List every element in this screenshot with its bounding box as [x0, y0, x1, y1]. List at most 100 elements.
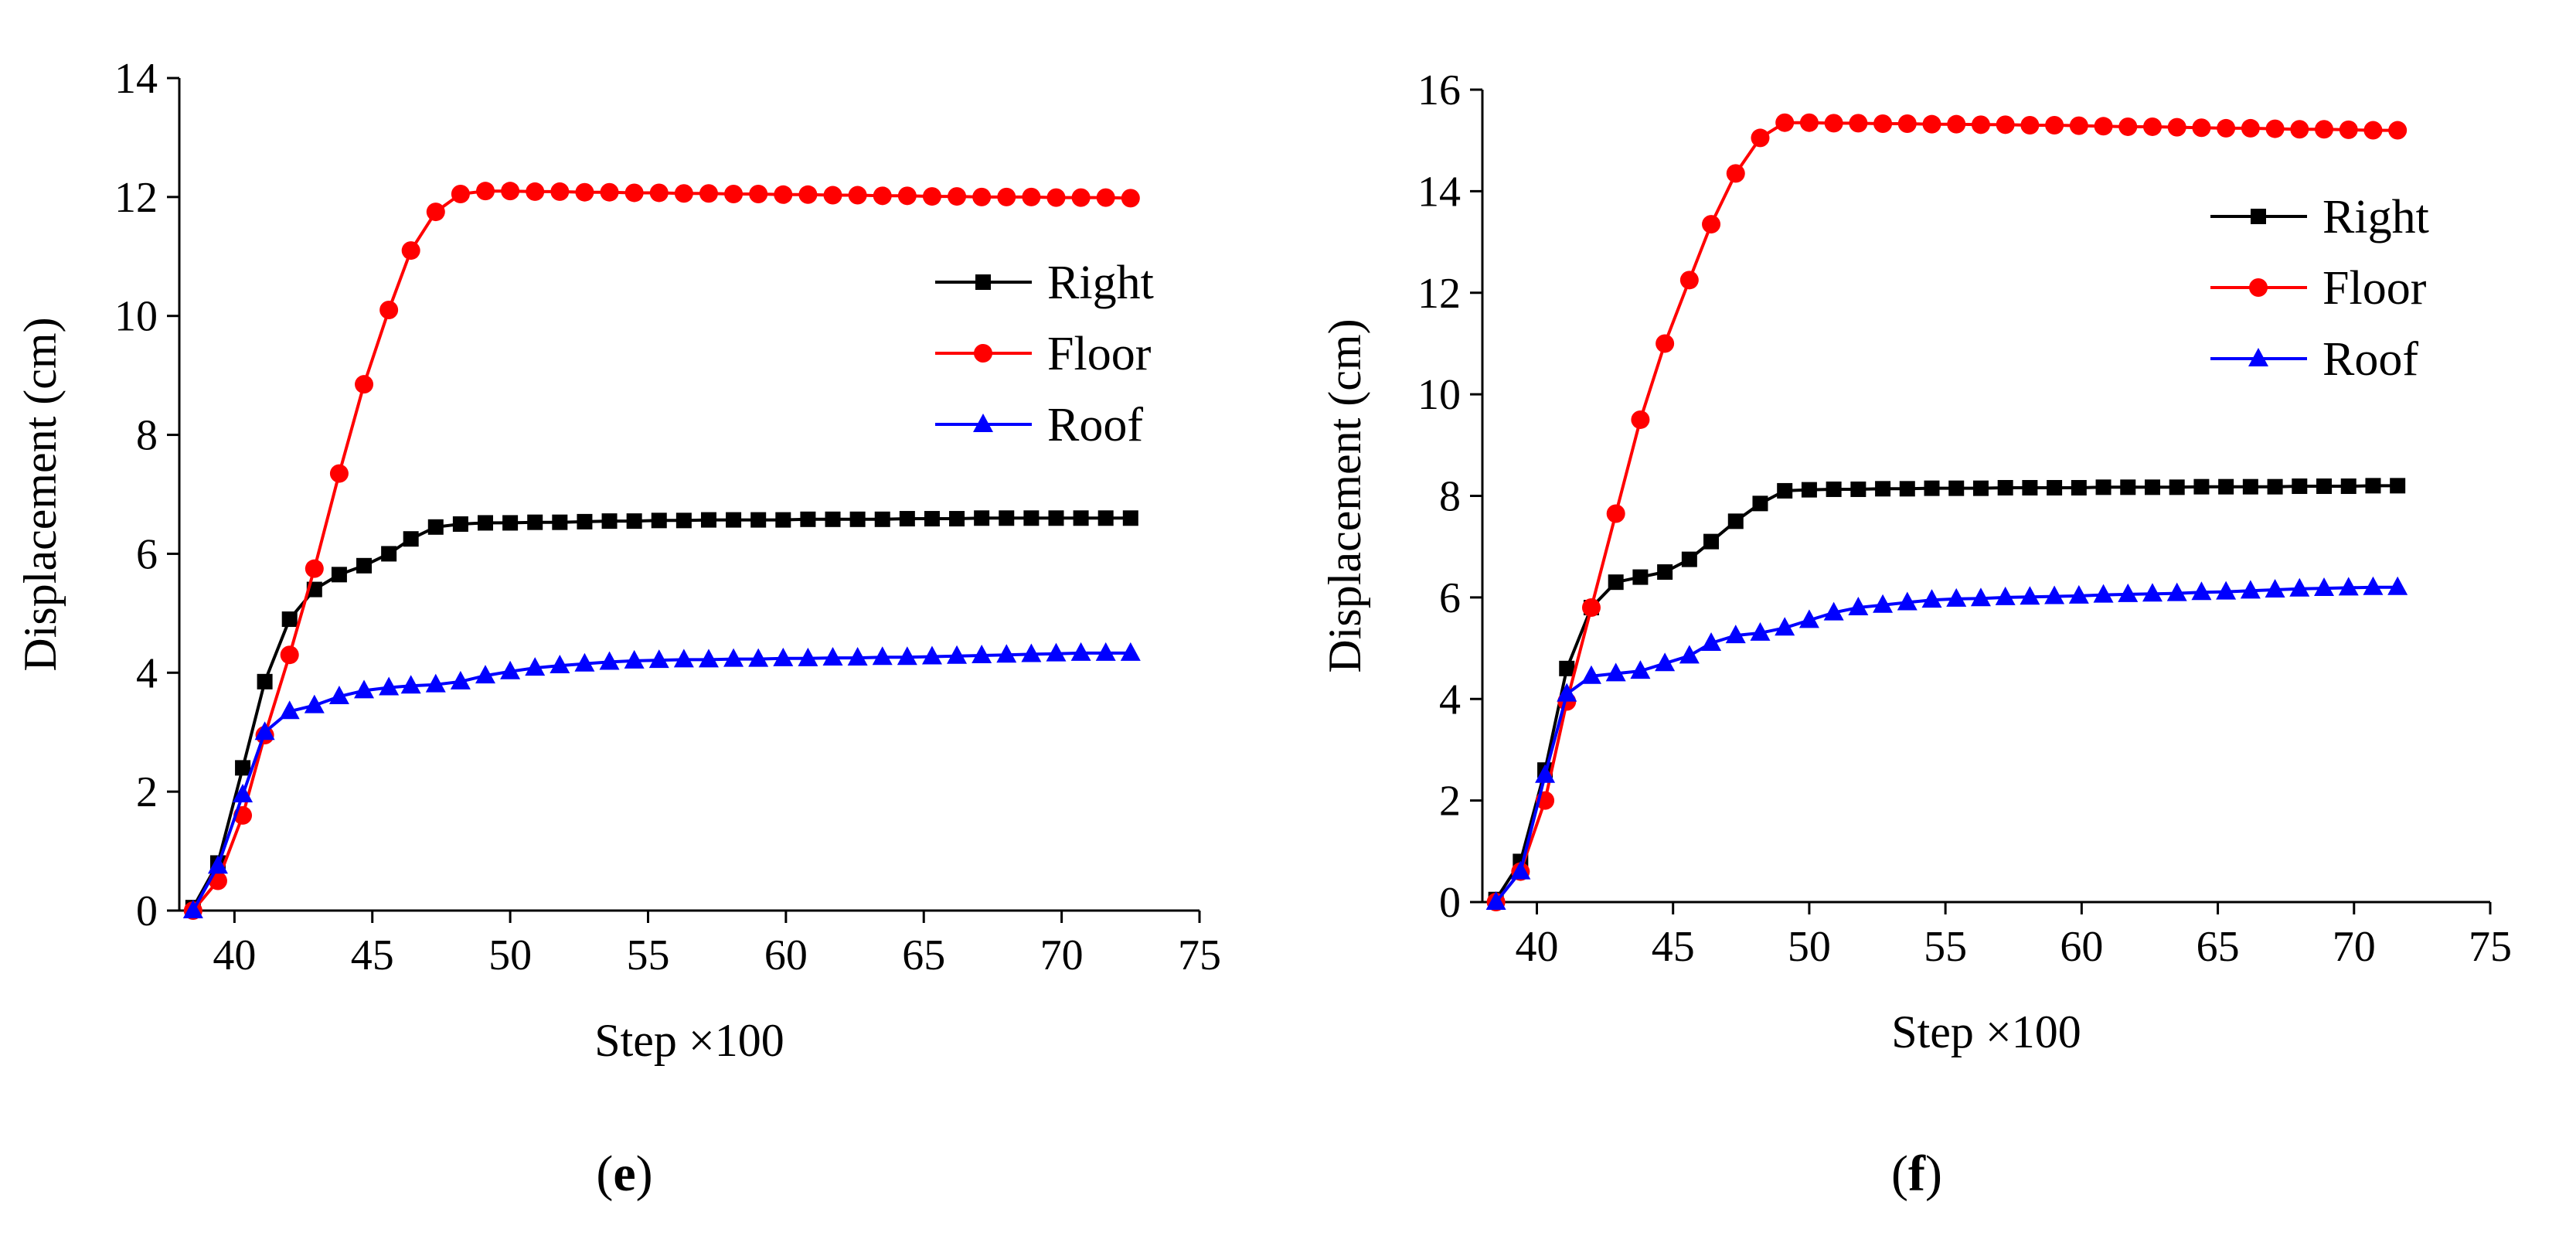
data-point	[1121, 189, 1140, 208]
data-point	[329, 464, 349, 483]
data-point	[1921, 589, 1942, 608]
x-tick-label: 45	[351, 931, 394, 979]
data-point	[1681, 551, 1697, 567]
data-point	[1122, 510, 1138, 526]
data-point	[2118, 583, 2139, 602]
data-point	[1535, 764, 1556, 783]
data-point	[1097, 510, 1114, 526]
data-point	[1848, 597, 1869, 616]
data-point	[577, 513, 593, 529]
data-point	[847, 647, 868, 666]
data-point	[675, 512, 692, 529]
data-point	[328, 686, 349, 705]
data-point	[1972, 480, 1989, 496]
data-point	[1752, 495, 1768, 512]
data-point	[2338, 577, 2359, 596]
data-point	[1873, 594, 1894, 613]
x-tick-label: 60	[2060, 923, 2103, 971]
data-point	[305, 559, 324, 578]
data-point	[1071, 188, 1091, 207]
data-point	[1875, 481, 1891, 497]
y-tick-label: 6	[136, 530, 158, 578]
data-point	[798, 647, 818, 666]
x-tick-label: 65	[2197, 923, 2240, 971]
data-point	[207, 855, 228, 874]
y-tick-label: 14	[114, 55, 158, 103]
data-point	[2241, 118, 2260, 138]
data-point	[825, 511, 841, 527]
data-point	[452, 516, 468, 532]
data-point	[996, 644, 1017, 663]
data-point	[1997, 479, 2013, 495]
data-point	[279, 700, 300, 720]
data-point	[723, 648, 744, 667]
data-point	[2094, 117, 2113, 136]
data-point	[1948, 480, 1965, 496]
data-point	[822, 647, 843, 666]
data-point	[700, 512, 716, 528]
data-point	[624, 649, 645, 669]
data-point	[1632, 569, 1649, 585]
data-point	[1996, 115, 2015, 134]
data-point	[2045, 115, 2064, 134]
data-point	[2022, 479, 2038, 495]
y-tick-label: 0	[1439, 879, 1461, 927]
data-point	[1897, 591, 1918, 611]
data-point	[1799, 113, 1819, 132]
panel-label: (f)	[1891, 1146, 1942, 1202]
data-point	[1510, 860, 1531, 880]
data-point	[552, 514, 568, 530]
data-point	[2192, 118, 2211, 138]
data-point	[1022, 187, 1041, 206]
data-point	[1970, 587, 1991, 607]
data-point	[2339, 120, 2358, 139]
chart-panel-e: 40 45 50 55 60 65 70 75 0 2 4 6 8 10 12 14 Step ×100 Disp…	[15, 55, 1221, 1202]
data-point	[550, 655, 570, 674]
legend-label: Floor	[2322, 262, 2427, 315]
data-point	[2265, 579, 2285, 598]
data-point	[354, 679, 375, 699]
data-point	[1924, 480, 1940, 496]
legend-marker	[975, 274, 991, 290]
data-point	[2068, 584, 2089, 604]
legend-entry-right: Right	[935, 257, 1154, 309]
data-point	[2047, 479, 2063, 495]
data-point	[1801, 482, 1817, 498]
data-point	[599, 651, 620, 670]
x-tick-label: 45	[1652, 923, 1695, 971]
data-point	[1046, 188, 1066, 207]
data-point	[1608, 574, 1624, 591]
data-point	[304, 694, 325, 713]
data-point	[2292, 478, 2308, 495]
data-point	[1581, 598, 1601, 618]
data-point	[600, 182, 619, 202]
data-point	[2363, 576, 2384, 595]
data-point	[2166, 582, 2187, 601]
x-tick-label: 75	[1178, 931, 1221, 979]
data-point	[427, 519, 444, 535]
data-point	[1726, 164, 1745, 183]
legend-label: Floor	[1047, 328, 1152, 380]
data-point	[774, 185, 793, 204]
data-point	[356, 557, 373, 574]
data-point	[1655, 652, 1676, 672]
data-point	[1631, 410, 1650, 429]
data-point	[1873, 114, 1893, 134]
data-point	[1023, 510, 1040, 526]
data-point	[674, 184, 693, 203]
data-point	[1703, 533, 1720, 550]
data-point	[1630, 660, 1651, 679]
data-point	[208, 871, 227, 890]
y-tick-label: 4	[1439, 676, 1461, 724]
legend-entry-floor: Floor	[935, 328, 1152, 380]
data-point	[1679, 271, 1699, 290]
series-floor	[183, 182, 1140, 920]
y-tick-label: 4	[136, 649, 158, 697]
data-point	[254, 721, 275, 741]
data-point	[1073, 510, 1089, 526]
y-axis-title: Displacement (cm)	[1319, 318, 1370, 672]
data-point	[550, 182, 570, 201]
data-point	[699, 184, 718, 203]
data-point	[651, 512, 667, 529]
y-tick-label: 14	[1417, 168, 1461, 216]
